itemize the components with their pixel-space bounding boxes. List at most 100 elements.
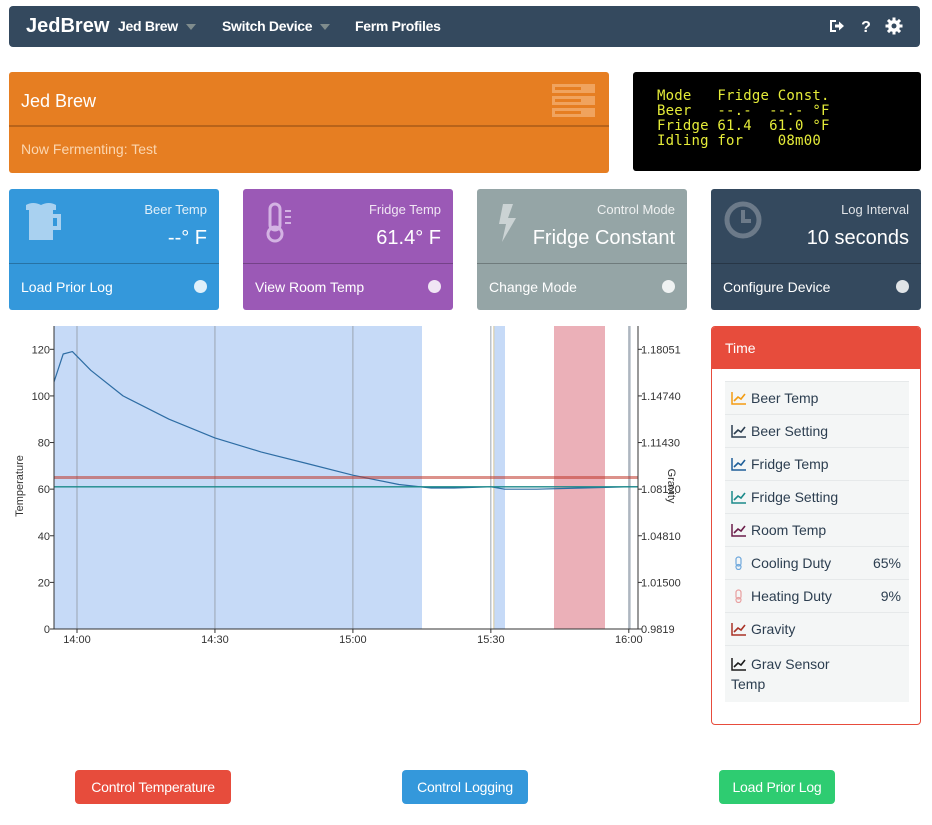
- y2-tick-label: 1.01500: [641, 577, 681, 589]
- y-tick-label: 20: [38, 577, 50, 589]
- legend-item[interactable]: Beer Temp: [725, 381, 909, 414]
- log-interval-panel: Log Interval 10 seconds Configure Device: [711, 189, 921, 310]
- server-icon: [552, 84, 595, 117]
- brew-title: Jed Brew: [21, 91, 97, 111]
- sign-out-icon[interactable]: [828, 17, 846, 35]
- legend-item[interactable]: Room Temp: [725, 513, 909, 546]
- line-chart-icon: [731, 623, 746, 636]
- view-room-temp-link[interactable]: View Room Temp: [243, 263, 453, 310]
- y-axis-label: Temperature: [14, 455, 26, 517]
- beer-temp-value: --° F: [167, 227, 207, 249]
- legend-item[interactable]: Grav Sensor Temp: [725, 645, 909, 702]
- legend-item-label: Beer Setting: [751, 423, 829, 439]
- y-tick-label: 120: [32, 344, 50, 356]
- legend-item-value: 9%: [880, 588, 901, 604]
- lcd-line: Beer --.- --.- °F: [657, 103, 830, 119]
- chevron-down-icon: [320, 24, 331, 31]
- stat-footer-label: Configure Device: [723, 279, 831, 295]
- legend-item-label: Heating Duty: [751, 588, 832, 604]
- legend-header: Time: [712, 327, 920, 369]
- line-chart-icon: [731, 425, 746, 438]
- y2-tick-label: 1.11430: [641, 438, 680, 450]
- legend-item[interactable]: Beer Setting: [725, 414, 909, 447]
- thermometer-icon: [735, 589, 742, 603]
- legend-item-label: Fridge Setting: [751, 489, 839, 505]
- top-navbar: JedBrew Jed Brew Switch Device Ferm Prof…: [9, 6, 920, 47]
- beer-temp-panel: Beer Temp --° F Load Prior Log: [9, 189, 219, 310]
- x-tick-label: 14:30: [201, 634, 229, 646]
- load-prior-log-link[interactable]: Load Prior Log: [9, 263, 219, 310]
- thermometer-icon: [735, 556, 742, 570]
- y2-tick-label: 1.14740: [641, 391, 681, 403]
- temperature-chart[interactable]: Temperature Gravity 14:00 14:30 15:00 15:30…: [0, 320, 690, 650]
- nav-switch-device-dropdown[interactable]: Switch Device: [222, 18, 331, 34]
- legend-item-label: Grav Sensor Temp: [731, 656, 830, 692]
- log-interval-value: 10 seconds: [806, 227, 909, 249]
- line-chart-icon: [731, 392, 746, 405]
- y2-tick-label: 1.08120: [641, 484, 681, 496]
- y-tick-label: 100: [32, 391, 50, 403]
- beer-mug-icon: [26, 203, 61, 240]
- legend-list: Beer Temp Beer Setting Fridge Temp Fridge S…: [725, 381, 909, 702]
- stat-label: Log Interval: [841, 202, 909, 217]
- lcd-line: Mode Fridge Const.: [657, 88, 830, 104]
- stat-footer-label: Load Prior Log: [21, 279, 113, 295]
- load-prior-log-button[interactable]: Load Prior Log: [719, 770, 835, 804]
- fridge-temp-panel: Fridge Temp 61.4° F View Room Temp: [243, 189, 453, 310]
- line-chart-icon: [731, 491, 746, 504]
- control-mode-value: Fridge Constant: [532, 227, 675, 249]
- legend-item-label: Cooling Duty: [751, 555, 832, 571]
- configure-device-link[interactable]: Configure Device: [711, 263, 921, 310]
- x-tick-label: 15:00: [339, 634, 367, 646]
- series-line: [53, 351, 638, 490]
- stat-label: Control Mode: [596, 202, 675, 217]
- nav-ferm-profiles-link[interactable]: Ferm Profiles: [355, 18, 441, 34]
- arrow-circle-right-icon: [428, 280, 441, 293]
- help-icon[interactable]: ?: [857, 17, 875, 35]
- lcd-line: Idling for 08m00: [657, 133, 821, 149]
- x-tick-label: 14:00: [63, 634, 91, 646]
- legend-item[interactable]: Fridge Temp: [725, 447, 909, 480]
- line-chart-icon: [731, 458, 746, 471]
- chevron-down-icon: [185, 24, 196, 31]
- change-mode-link[interactable]: Change Mode: [477, 263, 687, 310]
- settings-gear-icon[interactable]: [885, 17, 903, 35]
- fridge-temp-value: 61.4° F: [376, 227, 441, 249]
- y-tick-label: 40: [38, 531, 50, 543]
- nav-device-label: Jed Brew: [118, 18, 178, 34]
- thermometer-icon: [266, 202, 291, 243]
- svg-text:?: ?: [861, 19, 871, 35]
- y2-tick-label: 0.9819: [641, 624, 675, 636]
- brew-header-panel: Jed Brew Now Fermenting: Test: [9, 72, 609, 173]
- lcd-display: Mode Fridge Const. Beer --.- --.- °F Fridg…: [633, 72, 921, 171]
- fermenting-status: Now Fermenting: Test: [21, 141, 157, 157]
- arrow-circle-right-icon: [662, 280, 675, 293]
- lightning-bolt-icon: [499, 204, 516, 242]
- stat-label: Beer Temp: [144, 202, 207, 217]
- legend-item[interactable]: Fridge Setting: [725, 480, 909, 513]
- y2-tick-label: 1.04810: [641, 531, 681, 543]
- arrow-circle-right-icon: [896, 280, 909, 293]
- nav-device-dropdown[interactable]: Jed Brew: [118, 18, 196, 34]
- nav-switch-device-label: Switch Device: [222, 18, 313, 34]
- stat-footer-label: Change Mode: [489, 279, 577, 295]
- control-temperature-button[interactable]: Control Temperature: [75, 770, 231, 804]
- chart-marks: [53, 351, 638, 490]
- y-tick-label: 80: [38, 438, 50, 450]
- line-chart-icon: [731, 524, 746, 537]
- lcd-line: Fridge 61.4 61.0 °F: [657, 118, 830, 134]
- legend-item-label: Beer Temp: [751, 390, 819, 406]
- clock-icon: [724, 201, 762, 239]
- legend-panel: Time Beer Temp Beer Setting Fridge Temp Fri…: [711, 326, 921, 725]
- stat-footer-label: View Room Temp: [255, 279, 365, 295]
- legend-item[interactable]: Gravity: [725, 612, 909, 645]
- control-logging-button[interactable]: Control Logging: [402, 770, 528, 804]
- legend-item[interactable]: Cooling Duty 65%: [725, 546, 909, 579]
- legend-item-label: Fridge Temp: [751, 456, 829, 472]
- y-tick-label: 60: [38, 484, 50, 496]
- y2-axis-label: Gravity: [665, 469, 677, 504]
- y-tick-label: 0: [44, 624, 50, 636]
- brand-logo[interactable]: JedBrew: [26, 15, 110, 37]
- legend-item[interactable]: Heating Duty 9%: [725, 579, 909, 612]
- line-chart-icon: [731, 658, 746, 671]
